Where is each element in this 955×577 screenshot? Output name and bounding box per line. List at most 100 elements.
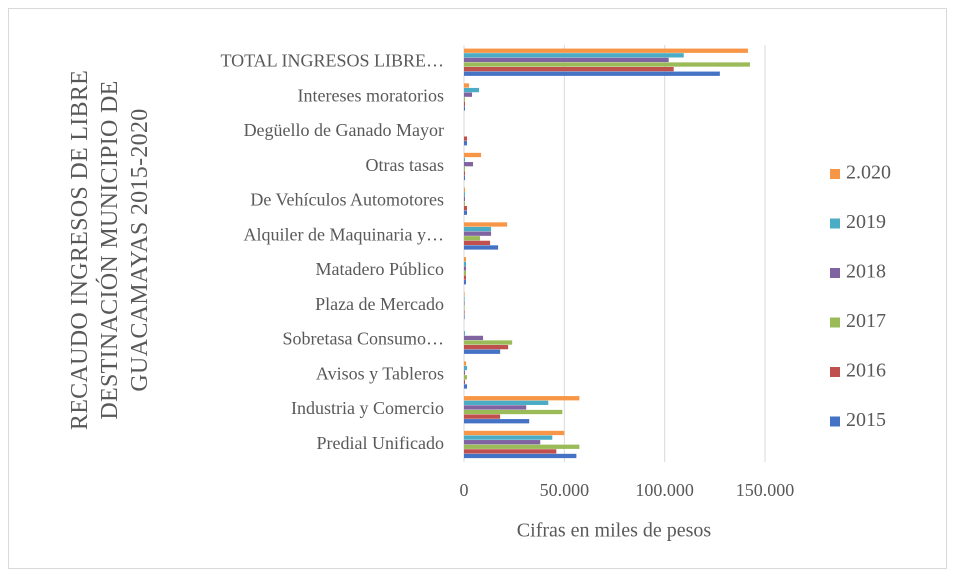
bar [464, 196, 466, 202]
bar [464, 270, 467, 276]
bar [464, 435, 553, 440]
bar [464, 409, 563, 415]
bar [464, 175, 466, 181]
bar [464, 296, 465, 301]
bar [464, 361, 467, 366]
bar [464, 375, 468, 380]
bar [464, 106, 466, 111]
bar [464, 236, 481, 241]
bar [464, 370, 466, 375]
bar [464, 245, 499, 250]
bar [464, 187, 466, 192]
bar [464, 444, 580, 449]
x-tick-label: 50.000 [540, 480, 590, 500]
legend-swatch [830, 416, 840, 427]
bar [464, 310, 465, 315]
bar [464, 365, 468, 371]
bar [464, 152, 482, 158]
legend-swatch [830, 317, 840, 328]
bar [464, 101, 466, 107]
bar [464, 171, 466, 176]
legend-label: 2016 [846, 360, 886, 382]
y-tick-label: Alquiler de Maquinaria y… [244, 224, 444, 244]
bar [464, 226, 492, 232]
bar [464, 453, 577, 459]
legend-label: 2017 [846, 310, 886, 332]
y-tick-label: Otras tasas [366, 155, 444, 175]
bar [464, 57, 669, 63]
y-tick-label: Predial Unificado [317, 433, 444, 453]
legend-label: 2018 [846, 261, 886, 283]
bar [464, 405, 527, 410]
chart-title: RECAUDO INGRESOS DE LIBRE DESTINACIÓN MU… [67, 69, 153, 431]
bar [464, 305, 465, 310]
bar [464, 92, 473, 97]
bar [464, 231, 492, 236]
bar [464, 136, 468, 141]
bar [464, 205, 468, 211]
bar [464, 344, 509, 350]
bar [464, 430, 565, 436]
bar [464, 335, 484, 341]
bar [464, 87, 480, 93]
bar [464, 201, 466, 206]
bar [464, 280, 467, 285]
bar [464, 53, 684, 58]
bar [464, 275, 467, 280]
bar [464, 210, 468, 215]
y-tick-label: De Vehículos Automotores [250, 190, 444, 210]
legend-label: 2019 [846, 211, 886, 233]
y-tick-label: Degüello de Ganado Mayor [244, 120, 444, 140]
y-tick-label: Avisos y Tableros [316, 363, 444, 383]
x-tick-label: 0 [460, 480, 469, 500]
bar [464, 266, 467, 271]
bar [464, 314, 465, 320]
bar [464, 440, 541, 445]
bar [464, 301, 465, 306]
bar [464, 222, 508, 227]
y-tick-label: TOTAL INGRESOS LIBRE… [220, 51, 444, 71]
legend-swatch [830, 367, 840, 377]
bar [464, 240, 491, 246]
bar [464, 419, 530, 424]
y-tick-label: Plaza de Mercado [315, 294, 444, 314]
bar [464, 384, 468, 389]
y-tick-label: Industria y Comercio [291, 398, 444, 418]
bar [464, 66, 674, 72]
legend-swatch [830, 268, 840, 278]
bar [464, 449, 557, 454]
bar [464, 192, 466, 197]
bar [464, 349, 501, 354]
bar [464, 157, 466, 162]
y-tick-label: Sobretasa Consumo… [283, 329, 445, 349]
bar [464, 400, 549, 405]
bar [464, 331, 466, 336]
x-axis-title: Cifras en miles de pesos [517, 520, 712, 542]
bar [464, 62, 750, 67]
bar [464, 340, 513, 345]
bar [464, 291, 465, 297]
bar [464, 141, 468, 146]
bar [464, 257, 467, 262]
legend-swatch [830, 218, 840, 229]
x-tick-label: 100.000 [635, 480, 694, 500]
legend-swatch [830, 169, 840, 179]
bar [464, 83, 470, 88]
bar [464, 97, 466, 102]
bar [464, 396, 580, 401]
bar [464, 414, 501, 419]
bar [464, 162, 474, 167]
bar [464, 48, 748, 53]
y-tick-label: Intereses moratorios [298, 85, 444, 105]
bar [464, 379, 466, 385]
chart-border [8, 8, 947, 569]
bar [464, 166, 466, 171]
legend-label: 2.020 [846, 162, 891, 184]
bar [464, 71, 720, 76]
legend-label: 2015 [846, 409, 886, 431]
x-tick-label: 150.000 [736, 480, 795, 500]
y-tick-label: Matadero Público [316, 259, 444, 279]
bar [464, 261, 467, 266]
